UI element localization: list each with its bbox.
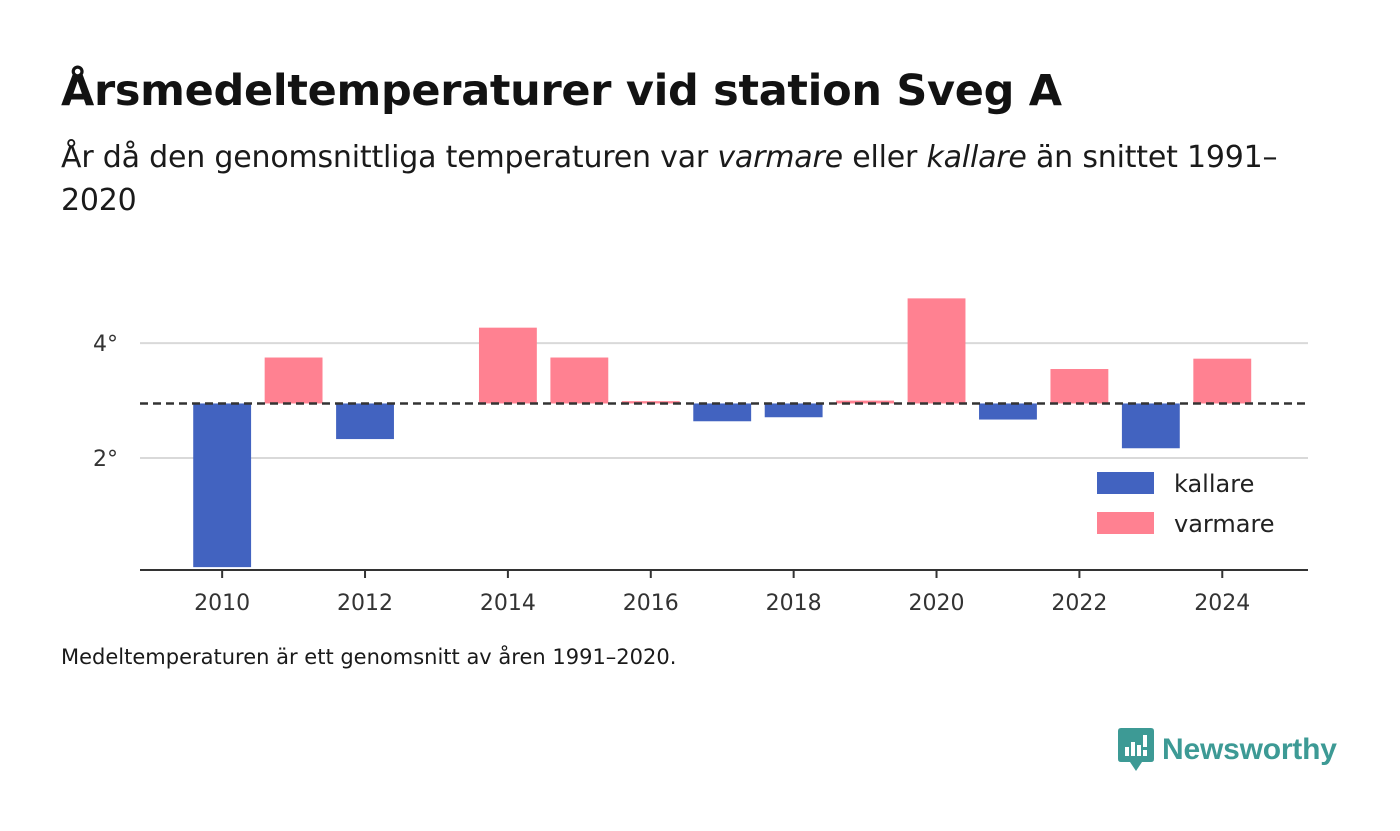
bar-colder — [764, 403, 823, 418]
chart-title: Årsmedeltemperaturer vid station Sveg A — [61, 66, 1062, 116]
bar-warmer — [478, 327, 537, 404]
chart-subtitle: År då den genomsnittliga temperaturen va… — [61, 136, 1321, 222]
y-tick-label: 2° — [93, 447, 118, 472]
subtitle-colder-word: kallare — [926, 140, 1027, 175]
x-tick-label: 2016 — [623, 591, 679, 616]
bar-colder — [693, 403, 752, 422]
newsworthy-brand: Newsworthy — [1118, 727, 1337, 773]
bar-colder — [1121, 403, 1180, 449]
brand-name: Newsworthy — [1162, 733, 1337, 766]
temperature-bar-chart: 2° 4° 2010 2012 2014 2016 2018 2020 2022 2024 kall… — [93, 298, 1308, 616]
subtitle-warmer-word: varmare — [717, 140, 843, 175]
bar-warmer — [264, 357, 323, 404]
bar-colder — [979, 403, 1037, 420]
bar-warmer — [550, 357, 609, 404]
newsworthy-logo-icon — [1118, 728, 1154, 771]
x-tick-label: 2018 — [766, 591, 822, 616]
bar-colder — [336, 403, 394, 440]
x-tick-label: 2020 — [909, 591, 965, 616]
x-tick-label: 2012 — [337, 591, 393, 616]
subtitle-part-1: År då den genomsnittliga temperaturen va… — [61, 140, 718, 175]
legend-label: kallare — [1174, 470, 1254, 498]
y-tick-label: 4° — [93, 332, 118, 357]
legend-swatch — [1097, 472, 1154, 494]
chart-footnote: Medeltemperaturen är ett genomsnitt av å… — [61, 645, 677, 669]
x-tick-label: 2010 — [194, 591, 250, 616]
subtitle-part-2: eller — [842, 140, 927, 175]
x-tick-label: 2022 — [1051, 591, 1107, 616]
bar-colder — [193, 403, 252, 568]
bar-warmer — [836, 400, 895, 404]
bar-warmer — [907, 298, 966, 404]
legend-label: varmare — [1174, 510, 1275, 538]
legend-swatch — [1097, 512, 1154, 534]
x-tick-label: 2014 — [480, 591, 536, 616]
x-tick-label: 2024 — [1194, 591, 1250, 616]
bar-warmer — [1050, 369, 1109, 404]
bar-warmer — [1193, 358, 1252, 404]
subtitle-part-3: än snittet 1991–2020 — [61, 140, 1278, 218]
